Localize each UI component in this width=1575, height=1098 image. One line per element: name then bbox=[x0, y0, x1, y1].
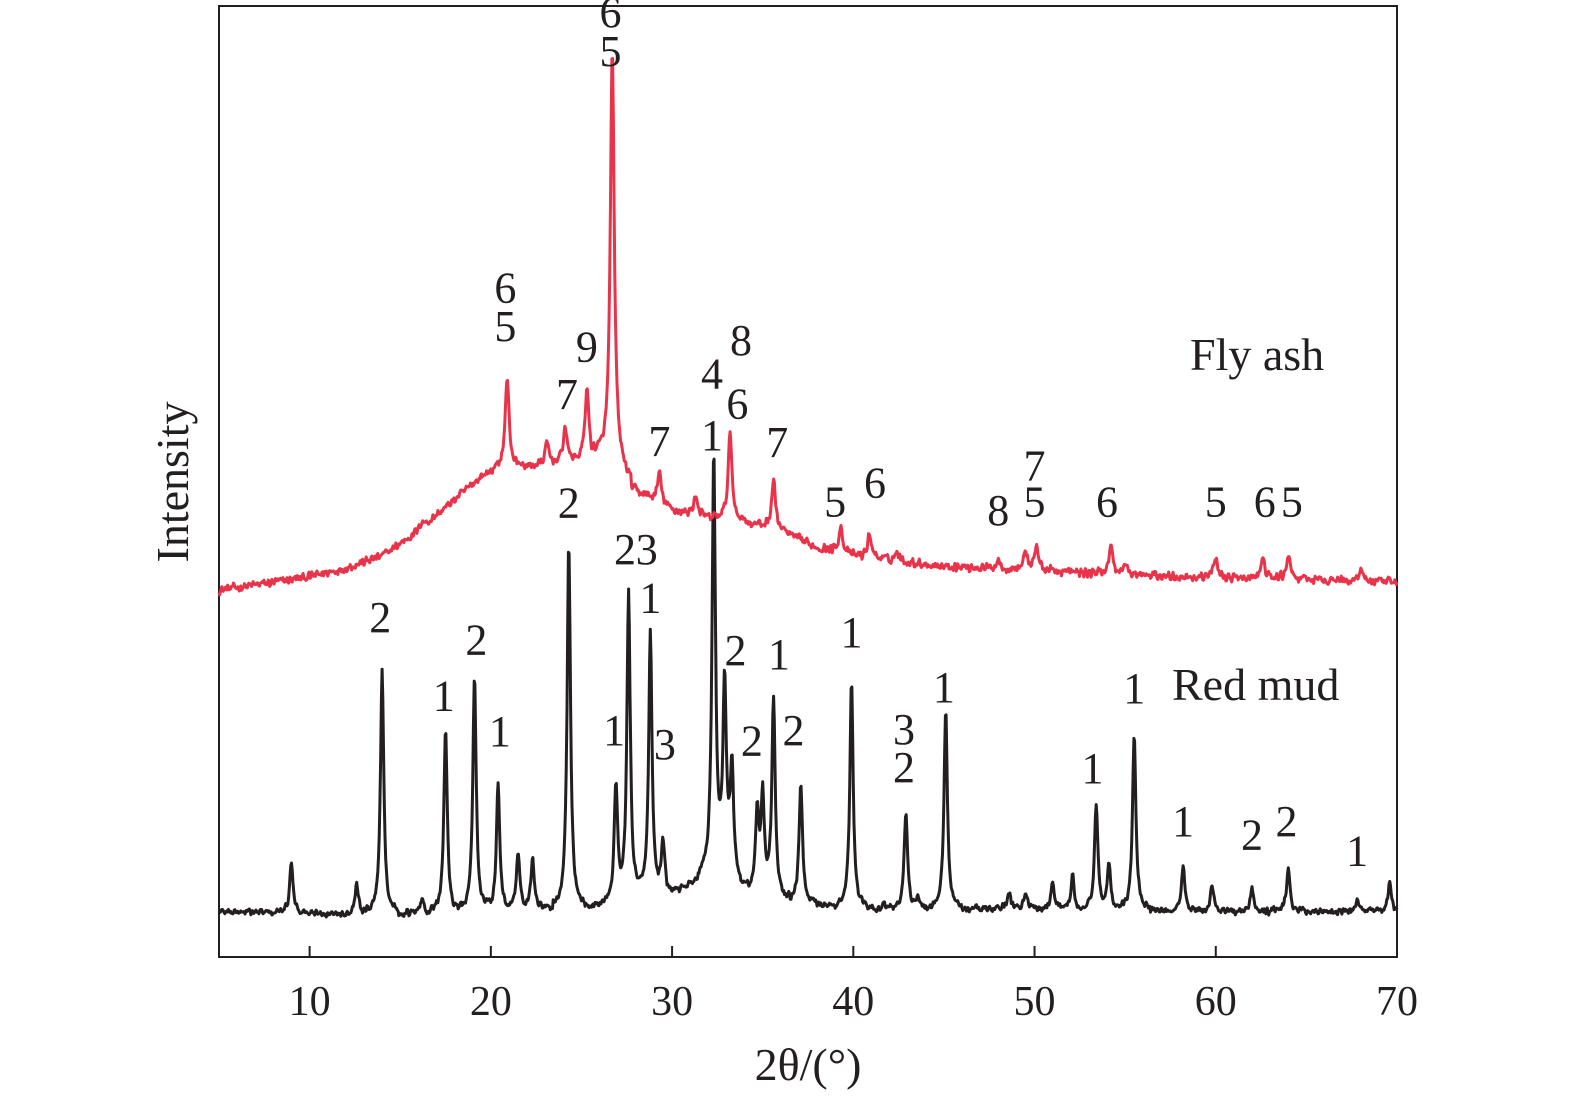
x-tick-labels: 10 20 30 40 50 60 70 bbox=[289, 979, 1418, 1025]
peak-label-red-mud: 2 bbox=[741, 716, 763, 765]
peak-label-fly-ash: 6 bbox=[1096, 478, 1118, 527]
peak-label-fly-ash: 1 bbox=[701, 411, 723, 460]
peak-label-red-mud: 1 bbox=[933, 663, 955, 712]
peak-label-red-mud: 1 bbox=[840, 608, 862, 657]
peak-label-fly-ash: 6 bbox=[864, 459, 886, 508]
peak-label-red-mud: 2 bbox=[614, 525, 636, 574]
x-tick-label-40: 40 bbox=[832, 979, 874, 1025]
peak-label-fly-ash: 9 bbox=[576, 323, 598, 372]
peak-label-red-mud: 2 bbox=[465, 616, 487, 665]
peak-label-red-mud: 2 bbox=[1275, 797, 1297, 846]
x-tick-label-20: 20 bbox=[470, 979, 512, 1025]
series-line-red-mud bbox=[217, 457, 1399, 919]
peak-label-red-mud: 3 bbox=[893, 705, 915, 754]
peak-label-fly-ash: 5 bbox=[599, 27, 621, 76]
peak-label-red-mud: 1 bbox=[433, 672, 455, 721]
peak-label-red-mud: 1 bbox=[768, 630, 790, 679]
peak-label-red-mud: 2 bbox=[893, 743, 915, 792]
peak-label-fly-ash: 8 bbox=[987, 486, 1009, 535]
peak-label-red-mud: 2 bbox=[558, 479, 580, 528]
peak-label-fly-ash: 5 bbox=[1281, 478, 1303, 527]
peak-label-red-mud: 1 bbox=[639, 574, 661, 623]
peak-label-red-mud: 1 bbox=[603, 706, 625, 755]
x-tick-label-50: 50 bbox=[1014, 979, 1056, 1025]
y-axis-title: Intensity bbox=[147, 402, 198, 563]
peak-label-red-mud: 3 bbox=[654, 720, 676, 769]
peak-label-red-mud: 2 bbox=[725, 626, 747, 675]
peak-label-fly-ash: 5 bbox=[494, 302, 516, 351]
peak-label-red-mud: 2 bbox=[783, 706, 805, 755]
series-line-fly-ash bbox=[217, 56, 1399, 597]
peak-label-fly-ash: 5 bbox=[1024, 478, 1046, 527]
x-tick-label-70: 70 bbox=[1376, 979, 1418, 1025]
peak-label-red-mud: 1 bbox=[1346, 827, 1368, 876]
x-tick-marks bbox=[308, 946, 1398, 957]
peak-label-red-mud: 2 bbox=[369, 593, 391, 642]
x-tick-label-10: 10 bbox=[289, 979, 331, 1025]
peak-label-red-mud: 1 bbox=[489, 707, 511, 756]
peak-label-fly-ash: 5 bbox=[824, 478, 846, 527]
series-label-fly-ash: Fly ash bbox=[1190, 329, 1324, 380]
peak-label-red-mud: 1 bbox=[1123, 664, 1145, 713]
peak-label-red-mud: 2 bbox=[1241, 811, 1263, 860]
peak-label-fly-ash: 8 bbox=[730, 316, 752, 365]
x-tick-label-30: 30 bbox=[651, 979, 693, 1025]
peak-label-red-mud: 3 bbox=[636, 525, 658, 574]
peak-label-fly-ash: 6 bbox=[599, 0, 621, 37]
x-axis-title: 2θ/(°) bbox=[755, 1039, 862, 1090]
plot-frame bbox=[218, 5, 1398, 958]
peak-label-fly-ash: 7 bbox=[766, 418, 788, 467]
peak-label-red-mud: 1 bbox=[1082, 744, 1104, 793]
peak-label-fly-ash: 6 bbox=[726, 380, 748, 429]
peak-label-red-mud: 1 bbox=[1172, 797, 1194, 846]
x-tick-label-60: 60 bbox=[1195, 979, 1237, 1025]
peak-label-fly-ash: 7 bbox=[648, 417, 670, 466]
peak-label-fly-ash: 7 bbox=[1024, 442, 1046, 491]
peak-label-fly-ash: 6 bbox=[494, 264, 516, 313]
peak-label-fly-ash: 4 bbox=[701, 349, 723, 398]
series-label-red-mud: Red mud bbox=[1172, 659, 1339, 710]
peak-label-fly-ash: 7 bbox=[556, 370, 578, 419]
peak-label-fly-ash: 6 bbox=[1254, 478, 1276, 527]
peak-label-fly-ash: 5 bbox=[1205, 478, 1227, 527]
